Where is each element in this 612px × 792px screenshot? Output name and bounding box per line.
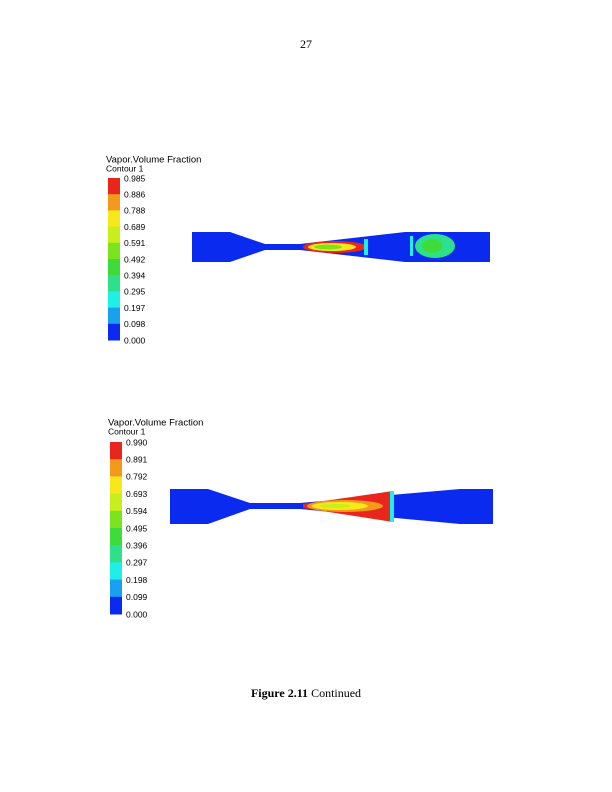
legend-level-label: 0.788 [124,206,146,216]
color-bar-segment [108,178,120,195]
color-bar-segment [108,194,120,211]
color-bar-segment [108,291,120,309]
page-number: 27 [300,37,312,51]
legend-level-label: 0.886 [124,189,146,199]
legend-subtitle: Contour 1 [108,426,146,436]
legend-level-label: 0.099 [126,592,148,602]
legend-level-label: 0.295 [124,287,146,297]
legend-level-label: 0.891 [126,454,148,464]
legend-title: Vapor.Volume Fraction [106,155,201,166]
legend-level-label: 0.000 [126,609,148,619]
legend-level-label: 0.591 [124,238,146,248]
contour-plot [192,232,490,262]
legend-level-label: 0.594 [126,506,148,516]
figure-caption: Figure 2.11 Continued [251,686,361,700]
legend-subtitle: Contour 1 [106,163,144,173]
legend-level-label: 0.689 [124,222,146,232]
color-bar-segment [108,226,120,244]
color-bar-segment [110,510,122,529]
color-bar-segment [108,259,120,276]
legend-level-label: 0.198 [126,575,148,585]
legend-level-label: 0.985 [124,173,146,183]
color-bar-segment [108,275,120,292]
color-bar-segment [108,323,120,341]
color-bar-segment [110,493,122,512]
color-bar-segment [110,545,122,563]
color-bar-segment [110,579,122,598]
legend-title: Vapor.Volume Fraction [108,418,203,429]
color-bar-segment [110,528,122,546]
legend-level-label: 0.492 [124,254,146,264]
legend-level-label: 0.792 [126,472,148,482]
color-bar-segment [108,242,120,260]
contour-plot [170,489,493,524]
color-bar-segment [110,442,122,460]
legend-level-label: 0.990 [126,437,148,447]
color-bar-segment [110,459,122,477]
color-bar-segment [110,562,122,581]
legend-level-label: 0.000 [124,335,146,345]
color-bar-segment [108,307,120,325]
color-bar-segment [108,210,120,228]
caption-label: Figure 2.11 [251,686,308,700]
legend-level-label: 0.098 [124,319,146,329]
legend-level-label: 0.693 [126,489,148,499]
color-bar-segment [110,476,122,495]
legend-level-label: 0.495 [126,523,148,533]
caption-text: Continued [311,686,361,700]
color-bar-segment [110,596,122,615]
legend-level-label: 0.297 [126,558,148,568]
legend-level-label: 0.396 [126,540,148,550]
legend-level-label: 0.394 [124,270,146,280]
legend-level-label: 0.197 [124,303,146,313]
